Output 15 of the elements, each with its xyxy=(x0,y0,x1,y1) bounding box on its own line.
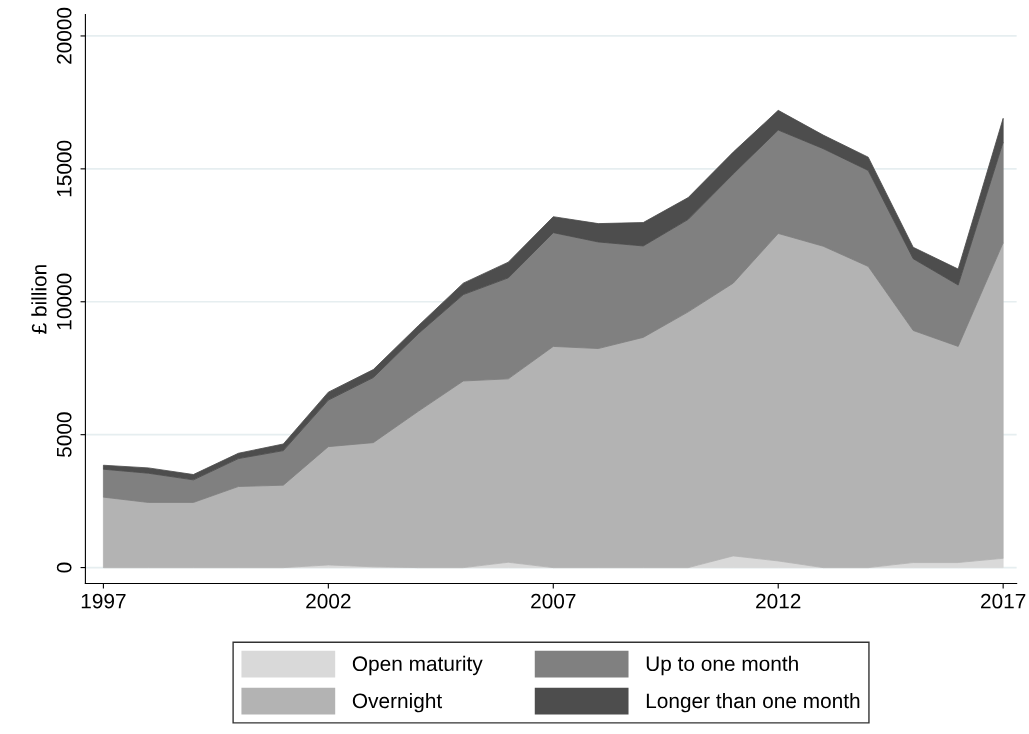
y-tick-label: 15000 xyxy=(56,140,72,197)
y-tick-label: 5000 xyxy=(56,412,72,458)
legend-label: Overnight xyxy=(352,692,443,713)
legend-label: Up to one month xyxy=(646,655,798,676)
y-tick-label: 10000 xyxy=(56,273,72,330)
x-tick-label: 2017 xyxy=(981,593,1026,609)
legend-label: Open maturity xyxy=(352,655,483,676)
y-axis-title: £ billion xyxy=(31,265,47,334)
x-tick-label: 1997 xyxy=(81,593,126,609)
x-tick-label: 2012 xyxy=(756,593,801,609)
y-tick-label: 20000 xyxy=(56,7,72,64)
x-tick-label: 2007 xyxy=(531,593,576,609)
legend-label: Longer than one month xyxy=(646,692,860,713)
x-tick-label: 2002 xyxy=(306,593,351,609)
y-tick-label: 0 xyxy=(56,562,72,573)
